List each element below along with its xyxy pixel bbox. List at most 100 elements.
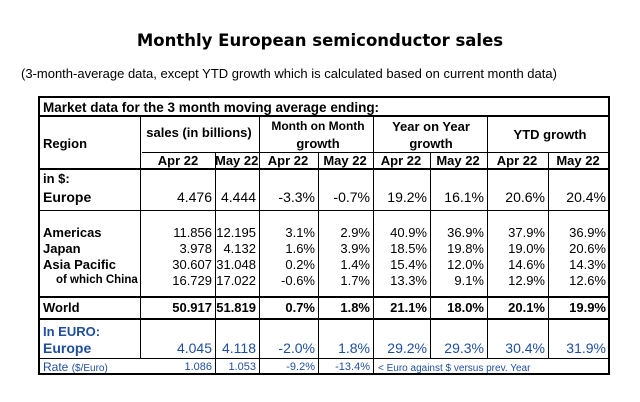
table-cell: 20.1% [508,300,545,315]
divider [40,296,608,298]
table-cell: -3.3% [278,189,315,205]
row-label: Asia Pacific [43,257,116,272]
table-cell: 20.6% [569,241,606,256]
table-cell: 17.022 [216,273,256,288]
table-cell: -2.0% [278,340,315,356]
header-mom-line1: Month on Month [271,119,365,133]
row-label: World [43,300,80,315]
divider [430,152,431,358]
table-cell: -9.2% [286,361,315,373]
header-month: May 22 [323,153,367,168]
divider [215,358,216,373]
table-caption: Market data for the 3 month moving avera… [43,100,380,115]
table-cell: 12.195 [216,225,256,240]
divider [548,152,549,358]
divider [40,115,608,117]
table-cell: 36.9% [569,225,606,240]
table-cell: 30.607 [172,257,212,272]
table-cell: 12.0% [447,257,484,272]
divider [215,152,216,358]
table-cell: 37.9% [508,225,545,240]
table-cell: 4.118 [222,340,256,356]
table-cell: 14.6% [508,257,545,272]
table-cell: 1.8% [340,300,370,315]
header-month: Apr 22 [157,153,199,168]
table-cell: 12.9% [508,273,545,288]
table-cell: 2.9% [340,225,370,240]
table-cell: 20.4% [566,189,606,205]
divider [40,318,608,320]
row-label: Americas [43,225,102,240]
divider [318,358,319,373]
table-cell: 13.3% [390,273,427,288]
table-cell: 1.6% [285,241,315,256]
table-cell: 51.819 [216,300,256,315]
table-cell: 3.1% [285,225,315,240]
table-cell: 29.3% [444,340,484,356]
table-cell: 12.6% [569,273,606,288]
divider [318,152,319,358]
divider [142,152,608,153]
table-cell: 19.8% [447,241,484,256]
header-mom-line2: growth [296,136,340,151]
divider [40,358,608,359]
header-month: Apr 22 [380,153,422,168]
table-cell: 20.6% [505,189,545,205]
table-cell: 21.1% [390,300,427,315]
divider [259,115,260,373]
rate-note: < Euro against $ versus prev. Year [378,363,531,374]
table-cell: 18.5% [390,241,427,256]
table-cell: 0.7% [285,300,315,315]
header-yoy-line1: Year on Year [392,119,470,134]
table-cell: -0.7% [333,189,370,205]
table-cell: 4.045 [176,340,212,356]
header-sales: sales (in billions) [146,125,252,140]
table-cell: 16.729 [172,273,212,288]
row-label: Europe [43,189,92,205]
table-cell: 14.3% [569,257,606,272]
header-month: May 22 [436,153,480,168]
row-label: of which China [56,274,138,286]
divider [40,210,608,211]
divider [140,115,141,358]
table-cell: 16.1% [444,189,484,205]
table-cell: 19.2% [387,189,427,205]
table-cell: 4.476 [176,189,212,205]
header-month: Apr 22 [267,153,309,168]
rate-label-text: Rate [43,360,69,374]
rate-label-note: ($/Euro) [71,363,108,374]
table-cell: 1.053 [228,361,256,373]
header-month: May 22 [556,153,600,168]
table-cell: 4.132 [223,241,256,256]
table-cell: 15.4% [390,257,427,272]
rate-label: Rate ($/Euro) [43,360,108,376]
table-cell: 1.086 [184,361,212,373]
table-cell: 50.917 [172,300,212,315]
sales-table: Market data for the 3 month moving avera… [38,96,610,375]
subtitle: (3-month-average data, except YTD growth… [21,66,557,81]
table-cell: 3.9% [340,241,370,256]
table-cell: -0.6% [281,273,315,288]
table-cell: 40.9% [390,225,427,240]
divider [373,115,374,373]
section-euro-label: In EURO: [43,324,101,339]
header-month: May 22 [215,153,259,168]
divider [487,115,488,358]
table-cell: 31.9% [566,340,606,356]
row-label: Europe [43,340,92,356]
page-title: Monthly European semiconductor sales [136,31,504,50]
table-cell: 19.9% [569,300,606,315]
header-ytd: YTD growth [513,127,587,142]
divider [40,168,608,170]
table-cell: 1.7% [340,273,370,288]
table-cell: -13.4% [335,361,370,373]
section-usd-label: in $: [43,171,70,186]
header-month: Apr 22 [496,153,538,168]
table-cell: 11.856 [173,225,212,240]
table-cell: 29.2% [387,340,427,356]
table-cell: 9.1% [454,273,484,288]
table-cell: 36.9% [447,225,484,240]
table-cell: 19.0% [508,241,545,256]
row-label: Japan [43,241,81,256]
table-cell: 3.978 [179,241,212,256]
